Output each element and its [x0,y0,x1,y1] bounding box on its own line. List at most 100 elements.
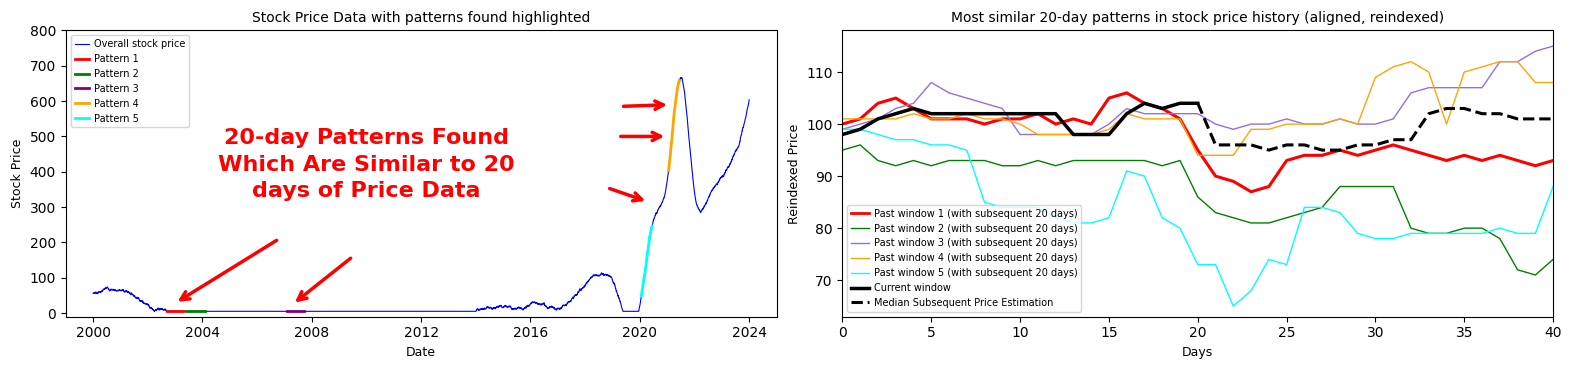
Past window 1 (with subsequent 20 days) [1260,184,1279,189]
Past window 2 (with subsequent 20 days) [1295,210,1313,215]
Past window 5 (with subsequent 20 days) [1365,236,1384,241]
Overall stock price [735,121,753,126]
Past window 4 (with subsequent 20 days) [1136,117,1155,121]
Past window 1 (with subsequent 20 days) [1063,117,1082,121]
Past window 5 (with subsequent 20 days) [1526,231,1545,236]
Pattern 5 [642,226,661,230]
Past window 4 (with subsequent 20 days) [939,117,958,121]
X-axis label: Days: Days [1183,346,1213,359]
Past window 5 (with subsequent 20 days) [1117,169,1136,173]
Past window 3 (with subsequent 20 days) [868,117,887,121]
Past window 2 (with subsequent 20 days) [1384,184,1403,189]
Past window 2 (with subsequent 20 days) [993,164,1011,168]
Pattern 2 [176,309,195,313]
Past window 1 (with subsequent 20 days) [1509,158,1527,163]
Past window 2 (with subsequent 20 days) [1188,195,1206,199]
Current window [1063,132,1082,137]
Pattern 2 [178,309,197,313]
Past window 3 (with subsequent 20 days) [1365,122,1384,126]
Past window 4 (with subsequent 20 days) [1082,132,1101,137]
Line: Past window 4 (with subsequent 20 days): Past window 4 (with subsequent 20 days) [843,62,1553,155]
Overall stock price [145,309,164,313]
Pattern 3 [286,309,305,313]
Past window 1 (with subsequent 20 days) [1365,148,1384,152]
Median Subsequent Price Estimation [1455,106,1474,111]
Current window [904,106,923,111]
Past window 3 (with subsequent 20 days) [1472,85,1491,90]
Past window 3 (with subsequent 20 days) [1526,49,1545,54]
Past window 5 (with subsequent 20 days) [922,143,941,147]
Pattern 1 [167,309,186,313]
Past window 5 (with subsequent 20 days) [1490,226,1509,231]
Median Subsequent Price Estimation [1526,117,1545,121]
Past window 2 (with subsequent 20 days) [1277,216,1296,220]
Past window 2 (with subsequent 20 days) [1136,158,1155,163]
Past window 4 (with subsequent 20 days) [1472,65,1491,69]
Past window 4 (with subsequent 20 days) [1455,70,1474,74]
Past window 1 (with subsequent 20 days) [1526,164,1545,168]
Past window 2 (with subsequent 20 days) [1526,273,1545,277]
Pattern 4 [670,80,689,84]
Past window 4 (with subsequent 20 days) [1153,117,1172,121]
Pattern 3 [289,309,308,313]
Line: Pattern 4: Pattern 4 [669,80,680,171]
Current window [1117,111,1136,116]
Past window 3 (with subsequent 20 days) [1543,44,1562,48]
Past window 1 (with subsequent 20 days) [1046,122,1065,126]
Past window 3 (with subsequent 20 days) [1063,132,1082,137]
Past window 2 (with subsequent 20 days) [1438,231,1457,236]
Pattern 1 [168,309,187,313]
Current window [922,111,941,116]
Past window 5 (with subsequent 20 days) [1402,231,1420,236]
Past window 2 (with subsequent 20 days) [868,158,887,163]
Past window 5 (with subsequent 20 days) [886,138,904,142]
Pattern 2 [189,309,208,313]
Pattern 2 [184,309,203,313]
Median Subsequent Price Estimation [1277,143,1296,147]
Past window 5 (with subsequent 20 days) [1082,221,1101,225]
Past window 4 (with subsequent 20 days) [1260,127,1279,131]
Past window 3 (with subsequent 20 days) [1402,91,1420,95]
Past window 2 (with subsequent 20 days) [904,158,923,163]
Past window 3 (with subsequent 20 days) [886,106,904,111]
Past window 3 (with subsequent 20 days) [993,106,1011,111]
Pattern 2 [193,309,212,313]
Past window 4 (with subsequent 20 days) [886,117,904,121]
Current window [993,111,1011,116]
Pattern 4 [659,169,678,173]
Past window 1 (with subsequent 20 days) [1117,91,1136,95]
Past window 5 (with subsequent 20 days) [1331,210,1350,215]
Pattern 1 [171,309,190,313]
Past window 4 (with subsequent 20 days) [1010,122,1029,126]
Past window 4 (with subsequent 20 days) [1100,127,1118,131]
Pattern 5 [632,294,651,299]
Past window 1 (with subsequent 20 days) [958,117,977,121]
Past window 2 (with subsequent 20 days) [1490,236,1509,241]
Past window 4 (with subsequent 20 days) [1438,122,1457,126]
Past window 3 (with subsequent 20 days) [1295,122,1313,126]
Past window 1 (with subsequent 20 days) [868,101,887,105]
Median Subsequent Price Estimation [1438,106,1457,111]
Past window 3 (with subsequent 20 days) [1188,111,1206,116]
Past window 4 (with subsequent 20 days) [1188,153,1206,158]
Past window 1 (with subsequent 20 days) [1331,148,1350,152]
Past window 3 (with subsequent 20 days) [975,101,994,105]
Past window 3 (with subsequent 20 days) [1010,132,1029,137]
Title: Most similar 20-day patterns in stock price history (aligned, reindexed): Most similar 20-day patterns in stock pr… [952,11,1444,25]
Text: 20-day Patterns Found
Which Are Similar to 20
days of Price Data: 20-day Patterns Found Which Are Similar … [219,128,514,201]
Past window 2 (with subsequent 20 days) [1082,158,1101,163]
Past window 2 (with subsequent 20 days) [1117,158,1136,163]
Past window 2 (with subsequent 20 days) [1348,184,1367,189]
Past window 5 (with subsequent 20 days) [1046,216,1065,220]
Past window 3 (with subsequent 20 days) [1117,106,1136,111]
Past window 4 (with subsequent 20 days) [1331,117,1350,121]
Current window [1100,132,1118,137]
Line: Pattern 5: Pattern 5 [642,226,653,296]
Pattern 5 [639,250,658,254]
Past window 4 (with subsequent 20 days) [1117,111,1136,116]
Overall stock price [83,291,102,295]
Past window 5 (with subsequent 20 days) [1153,216,1172,220]
Past window 2 (with subsequent 20 days) [1170,158,1189,163]
Past window 3 (with subsequent 20 days) [1438,85,1457,90]
Median Subsequent Price Estimation [1402,138,1420,142]
